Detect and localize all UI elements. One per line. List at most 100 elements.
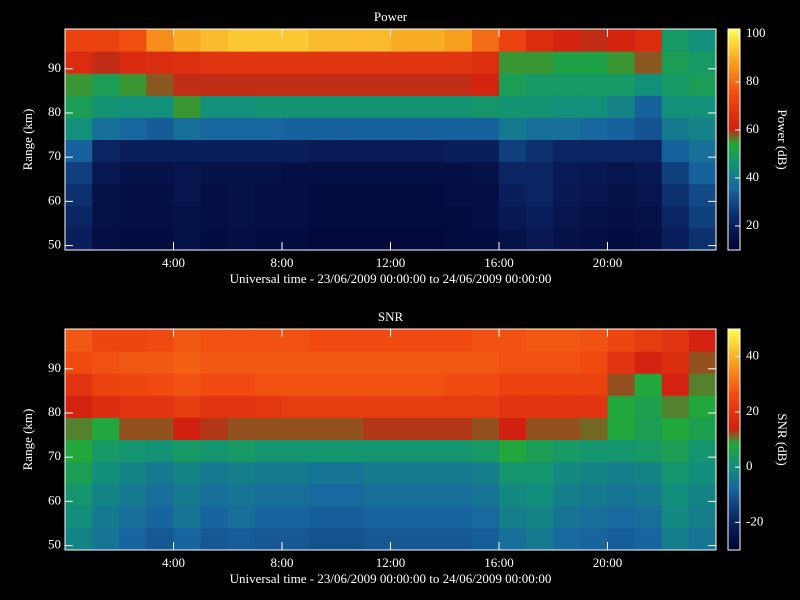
heatmap-cell	[255, 440, 283, 463]
heatmap-cell	[472, 29, 500, 52]
heatmap-cell	[255, 528, 283, 551]
heatmap-cell	[119, 373, 147, 396]
heatmap-cell	[309, 51, 337, 74]
heatmap-cell	[228, 184, 256, 207]
heatmap-cell	[228, 506, 256, 529]
heatmap-cell	[445, 506, 473, 529]
colorbar-title: Power (dB)	[775, 109, 790, 169]
heatmap-cell	[309, 228, 337, 251]
heatmap-cell	[553, 329, 581, 352]
heatmap-cell	[336, 95, 364, 118]
heatmap-cell	[201, 140, 229, 163]
heatmap-cell	[174, 162, 202, 185]
heatmap-cell	[282, 95, 310, 118]
heatmap-cell	[92, 528, 120, 551]
heatmap-cell	[309, 206, 337, 229]
colorbar-tick-label: 40	[746, 348, 759, 363]
heatmap-cell	[65, 329, 93, 352]
heatmap-cell	[92, 184, 120, 207]
heatmap-cell	[309, 73, 337, 96]
heatmap-cell	[689, 484, 717, 507]
heatmap-cell	[662, 29, 690, 52]
heatmap-cell	[526, 351, 554, 374]
heatmap-cell	[499, 95, 527, 118]
heatmap-cell	[309, 162, 337, 185]
heatmap-cell	[608, 484, 636, 507]
heatmap-cell	[391, 29, 419, 52]
heatmap-cell	[580, 462, 608, 485]
heatmap-cell	[553, 140, 581, 163]
heatmap-cell	[526, 51, 554, 74]
heatmap-cell	[689, 73, 717, 96]
heatmap-cell	[336, 462, 364, 485]
heatmap-cell	[608, 417, 636, 440]
heatmap-cell	[472, 51, 500, 74]
heatmap-cell	[580, 351, 608, 374]
colorbar-tick-label: 80	[746, 73, 759, 88]
heatmap-cell	[201, 506, 229, 529]
heatmap-cell	[228, 528, 256, 551]
heatmap-cell	[391, 95, 419, 118]
heatmap-cell	[526, 528, 554, 551]
heatmap-cell	[445, 51, 473, 74]
heatmap-cell	[635, 395, 663, 418]
y-tick-label: 90	[48, 60, 61, 75]
heatmap-cell	[146, 184, 174, 207]
heatmap-cell	[472, 440, 500, 463]
heatmap-cell	[309, 395, 337, 418]
heatmap-cell	[662, 329, 690, 352]
heatmap-cell	[445, 228, 473, 251]
heatmap-cell	[472, 184, 500, 207]
heatmap-cell	[553, 73, 581, 96]
colorbar	[728, 329, 740, 550]
heatmap-cell	[92, 462, 120, 485]
heatmap-cell	[526, 506, 554, 529]
heatmap-cell	[201, 228, 229, 251]
heatmap-cell	[174, 528, 202, 551]
heatmap-cell	[282, 462, 310, 485]
heatmap-cell	[119, 73, 147, 96]
heatmap-cell	[174, 29, 202, 52]
heatmap-cell	[282, 373, 310, 396]
heatmap-cell	[336, 484, 364, 507]
heatmap-cell	[391, 417, 419, 440]
heatmap-cell	[391, 440, 419, 463]
heatmap-cell	[119, 506, 147, 529]
heatmap-cell	[418, 51, 446, 74]
heatmap-cell	[445, 117, 473, 140]
heatmap-cell	[92, 117, 120, 140]
heatmap-cell	[282, 484, 310, 507]
heatmap-cell	[608, 51, 636, 74]
heatmap-cell	[255, 73, 283, 96]
heatmap-cell	[553, 373, 581, 396]
heatmap-cell	[608, 351, 636, 374]
heatmap-cell	[689, 440, 717, 463]
heatmap-cell	[309, 462, 337, 485]
heatmap-cell	[689, 506, 717, 529]
heatmap-cell	[65, 140, 93, 163]
heatmap-cell	[174, 484, 202, 507]
heatmap-cell	[174, 395, 202, 418]
heatmap-cell	[608, 395, 636, 418]
heatmap-cell	[65, 51, 93, 74]
heatmap-cell	[662, 51, 690, 74]
heatmap-cell	[635, 162, 663, 185]
heatmap-cell	[553, 351, 581, 374]
heatmap-cell	[553, 506, 581, 529]
heatmap-cell	[689, 117, 717, 140]
heatmap-cell	[445, 417, 473, 440]
heatmap-cell	[418, 228, 446, 251]
heatmap-cell	[445, 329, 473, 352]
heatmap-cell	[580, 206, 608, 229]
heatmap-cell	[282, 351, 310, 374]
heatmap-cell	[201, 329, 229, 352]
heatmap-cell	[499, 73, 527, 96]
heatmap-cell	[499, 395, 527, 418]
heatmap-cell	[689, 373, 717, 396]
heatmap-cell	[174, 440, 202, 463]
heatmap-cell	[228, 373, 256, 396]
heatmap-cell	[255, 417, 283, 440]
heatmap-cell	[92, 484, 120, 507]
heatmap-cell	[201, 29, 229, 52]
heatmap-cell	[526, 95, 554, 118]
